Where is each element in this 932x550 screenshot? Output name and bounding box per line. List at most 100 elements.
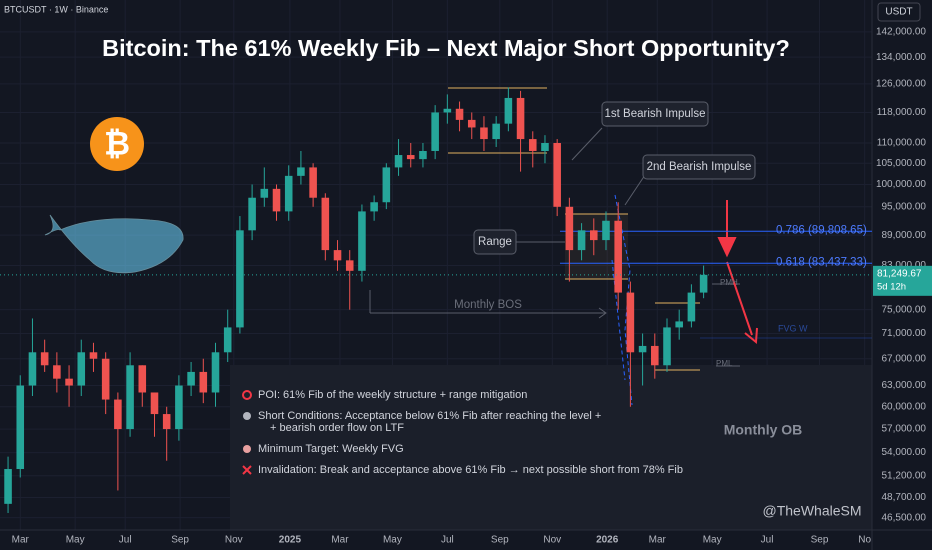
callout: Range [478, 236, 512, 248]
candle-body [467, 119, 476, 128]
x-tick-label: Sep [491, 535, 509, 546]
y-tick-label: 100,000.00 [876, 179, 926, 190]
candle-body [297, 167, 305, 176]
candle-body [187, 371, 195, 386]
y-tick-label: 54,000.00 [882, 447, 927, 458]
candle-body [382, 167, 391, 203]
bos-label: Monthly BOS [454, 299, 522, 311]
whale-icon [44, 214, 184, 274]
note: + bearish order flow on LTF [270, 422, 404, 434]
candle-body [126, 365, 134, 430]
y-tick-label: 46,500.00 [882, 512, 927, 523]
x-tick-label: May [383, 535, 402, 546]
candle-body [114, 399, 122, 430]
candle-body [77, 352, 86, 386]
y-tick-label: 71,000.00 [882, 328, 927, 339]
x-tick-label: May [66, 535, 85, 546]
candle-body [28, 352, 37, 386]
y-tick-label: 134,000.00 [876, 52, 926, 63]
candle-body [626, 292, 635, 353]
bitcoin-logo [90, 117, 144, 171]
ob-label: Monthly OB [724, 422, 803, 438]
candle-body [40, 352, 49, 366]
candle-body [431, 112, 439, 151]
y-tick-label: 60,000.00 [882, 401, 927, 412]
y-tick-label: 51,200.00 [882, 470, 927, 481]
candle-body [65, 378, 73, 386]
candle-body [565, 206, 574, 251]
y-tick-label: 142,000.00 [876, 27, 926, 38]
candle-body [53, 365, 61, 379]
y-tick-label: 110,000.00 [877, 138, 927, 149]
candle-body [675, 321, 683, 328]
fib-label: 0.786 (89,808.65) [776, 224, 867, 236]
note: Short Conditions: Acceptance below 61% F… [258, 410, 601, 422]
candle-body [419, 150, 427, 160]
candle-body [260, 188, 269, 198]
y-tick-label: 83,000.00 [882, 260, 927, 271]
candle-body [516, 97, 525, 140]
last-price-box [873, 265, 932, 296]
candle-body [480, 127, 488, 140]
candle-body [175, 385, 183, 430]
candle-body [284, 175, 293, 212]
candle-body [89, 352, 98, 359]
candle-body [309, 167, 317, 198]
x-tick-label: 2025 [279, 535, 302, 546]
candle-body [321, 197, 330, 251]
candle-body [663, 327, 671, 366]
y-tick-label: 48,700.00 [882, 492, 927, 503]
candle-body [223, 327, 232, 353]
fvg-label: FVG W [778, 323, 808, 333]
callout: 2nd Bearish Impulse [647, 161, 752, 173]
x-tick-label: Mar [12, 535, 30, 546]
candle-body [406, 155, 415, 160]
candle-body [651, 345, 659, 366]
x-tick-label: Sep [811, 535, 829, 546]
note: POI: 61% Fib of the weekly structure + r… [258, 389, 527, 401]
x-tick-label: Mar [331, 535, 349, 546]
callout-box [473, 229, 517, 255]
y-tick-label: 75,000.00 [882, 304, 927, 315]
x-tick-label: Mar [649, 535, 667, 546]
x-tick-label: 2026 [596, 535, 619, 546]
candle-body [504, 97, 513, 124]
note: Minimum Target: Weekly FVG [258, 443, 404, 455]
candle-body [528, 139, 537, 151]
candle-body [138, 365, 147, 393]
candle-body [199, 371, 208, 393]
pmh-label: PMH [720, 278, 738, 287]
last-price: 81,249.67 [877, 268, 922, 279]
candle-body [589, 230, 598, 241]
y-tick-label: 126,000.00 [876, 79, 926, 90]
candle-body [394, 155, 403, 168]
x-tick-label: May [703, 535, 722, 546]
candle-body [211, 352, 220, 393]
candle-body [345, 260, 354, 271]
y-tick-label: 95,000.00 [882, 201, 927, 212]
short-arrows [717, 200, 758, 344]
candle-body [699, 274, 708, 293]
candle-body [4, 469, 12, 504]
y-tick-label: 89,000.00 [882, 230, 927, 241]
x-tick-label: Jul [119, 535, 132, 546]
y-tick-label: 105,000.00 [876, 158, 926, 169]
pml-label: PML [716, 359, 733, 368]
candle-body [577, 230, 586, 251]
callout-box [642, 154, 756, 180]
y-tick-label: 118,000.00 [877, 107, 927, 118]
fib-label: 0.618 (83,437.33) [776, 256, 867, 268]
candle-body [455, 108, 464, 120]
logo-symbol: ₿ [104, 125, 130, 161]
currency: USDT [885, 7, 912, 18]
candle-body [272, 188, 281, 212]
candle-body [236, 230, 244, 328]
callout: 1st Bearish Impulse [605, 108, 706, 120]
order-block-zone [230, 365, 872, 530]
x-tick-label: Jul [441, 535, 454, 546]
candle-body [553, 143, 561, 207]
candle-body [614, 220, 622, 293]
countdown: 5d 12h [877, 281, 906, 292]
title: Bitcoin: The 61% Weekly Fib – Next Major… [102, 35, 790, 61]
